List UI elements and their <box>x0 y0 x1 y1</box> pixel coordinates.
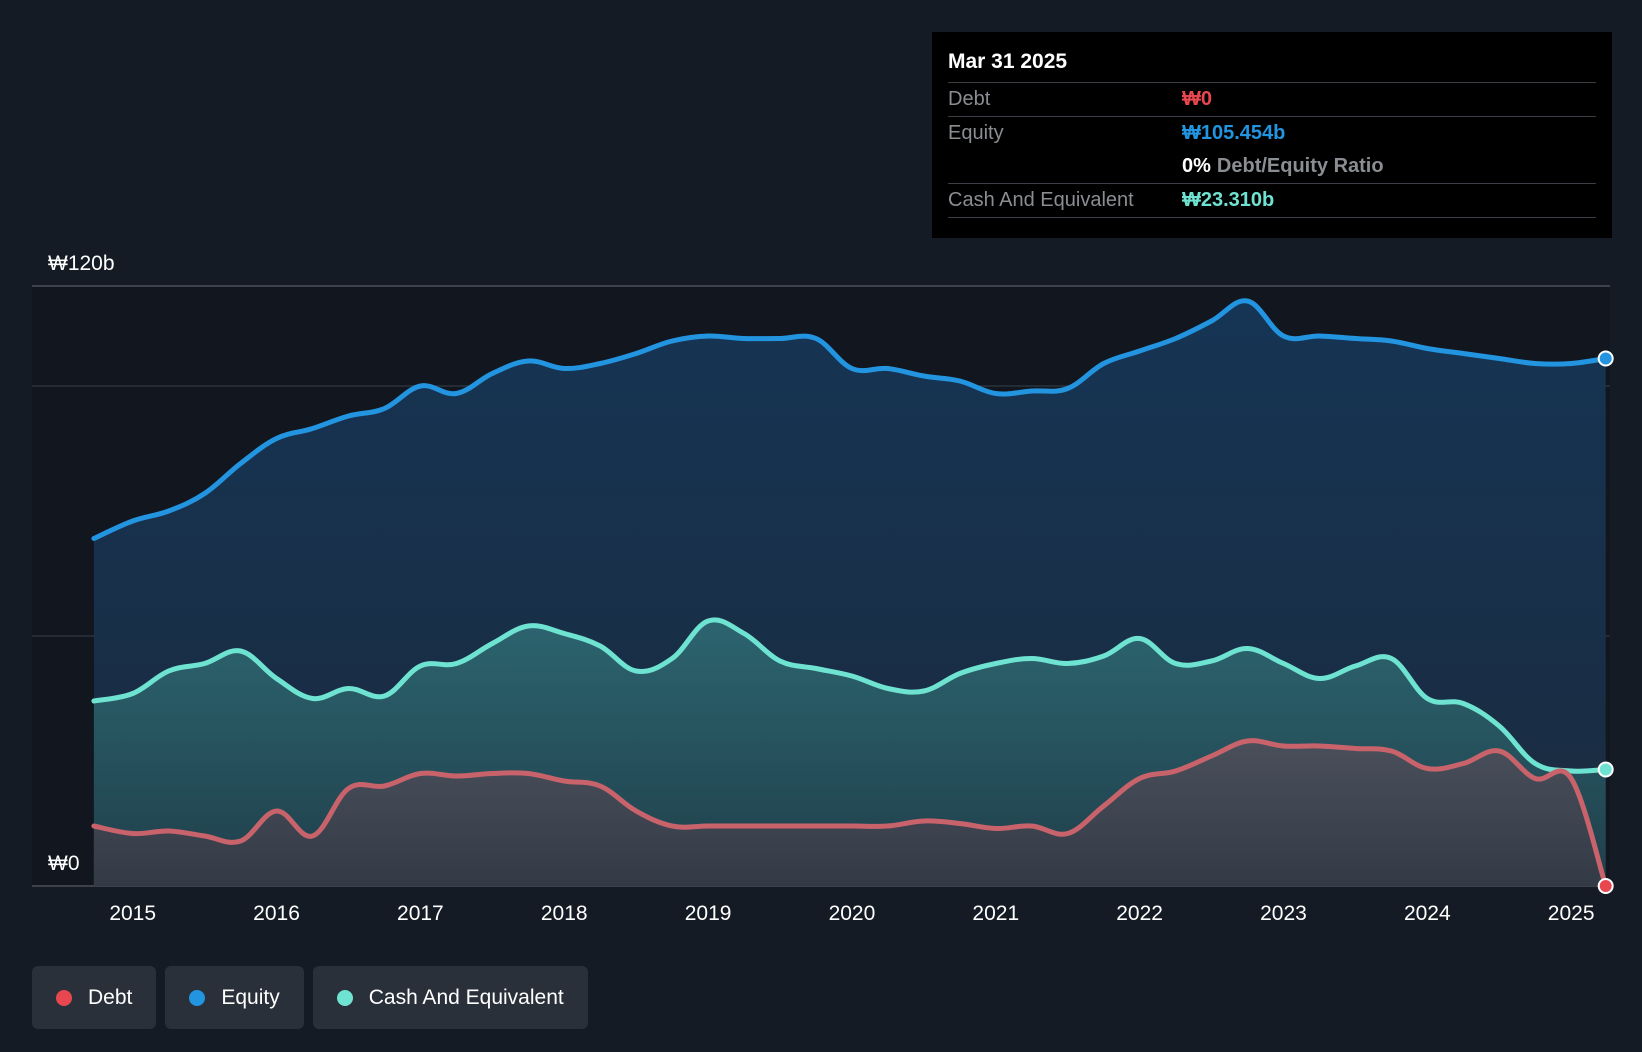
tooltip-debt-value: ₩0 <box>1182 88 1212 110</box>
series-areas <box>93 300 1606 886</box>
x-tick-label: 2024 <box>1404 902 1451 925</box>
tooltip-date: Mar 31 2025 <box>948 50 1068 73</box>
y-tick-label: ₩120b <box>48 252 115 275</box>
x-tick-label: 2016 <box>253 902 300 925</box>
tooltip-debt-row: Debt ₩0 <box>948 82 1596 116</box>
legend-item-debt[interactable]: Debt <box>32 966 157 1029</box>
x-axis-labels: 2015 2016 2017 2018 2019 2020 2021 2022 2023 2024… <box>109 902 1594 925</box>
series-lines <box>91 298 1609 889</box>
x-tick-label: 2021 <box>972 902 1019 925</box>
legend-equity-label: Equity <box>221 985 280 1009</box>
tooltip-equity-value: ₩105.454b <box>1182 122 1286 144</box>
tooltip-equity-label: Equity <box>948 122 1004 144</box>
legend: Debt Equity Cash And Equivalent <box>32 966 588 1029</box>
series-endpoints <box>1597 350 1614 894</box>
tooltip-ratio-label: Debt/Equity Ratio <box>1216 155 1384 177</box>
debt-dot-icon <box>56 989 72 1006</box>
equity-endpoint <box>1597 350 1614 367</box>
x-tick-label: 2019 <box>685 902 732 925</box>
cash-dot-icon <box>336 989 353 1006</box>
tooltip-debt-label: Debt <box>948 88 991 110</box>
x-tick-label: 2017 <box>397 902 444 925</box>
x-tick-label: 2023 <box>1260 902 1307 925</box>
tooltip-panel: Mar 31 2025 Debt ₩0 Equity ₩105.454b 0% … <box>932 32 1612 238</box>
tooltip-ratio-value: 0% <box>1182 155 1211 177</box>
tooltip-ratio-row: 0% Debt/Equity Ratio <box>948 150 1596 183</box>
y-tick-label: ₩0 <box>48 852 80 875</box>
x-tick-label: 2022 <box>1116 902 1163 925</box>
tooltip-cash-label: Cash And Equivalent <box>948 189 1134 211</box>
legend-item-cash[interactable]: Cash And Equivalent <box>312 966 588 1029</box>
cash-endpoint <box>1597 761 1614 778</box>
cash-line <box>91 617 1609 774</box>
tooltip-equity-row: Equity ₩105.454b <box>948 116 1596 150</box>
legend-debt-label: Debt <box>88 985 133 1009</box>
x-tick-label: 2015 <box>109 902 156 925</box>
x-tick-label: 2018 <box>541 902 588 925</box>
legend-cash-label: Cash And Equivalent <box>368 985 564 1009</box>
x-tick-label: 2020 <box>829 902 876 925</box>
debt-line <box>91 738 1609 889</box>
equity-dot-icon <box>189 989 206 1006</box>
tooltip-cash-row: Cash And Equivalent ₩23.310b <box>948 183 1596 218</box>
x-tick-label: 2025 <box>1548 902 1595 925</box>
equity-line <box>91 298 1609 541</box>
legend-item-equity[interactable]: Equity <box>165 966 304 1029</box>
debt-endpoint <box>1597 878 1614 894</box>
y-axis-labels: ₩120b ₩0 <box>48 252 115 875</box>
tooltip-cash-value: ₩23.310b <box>1182 189 1275 211</box>
